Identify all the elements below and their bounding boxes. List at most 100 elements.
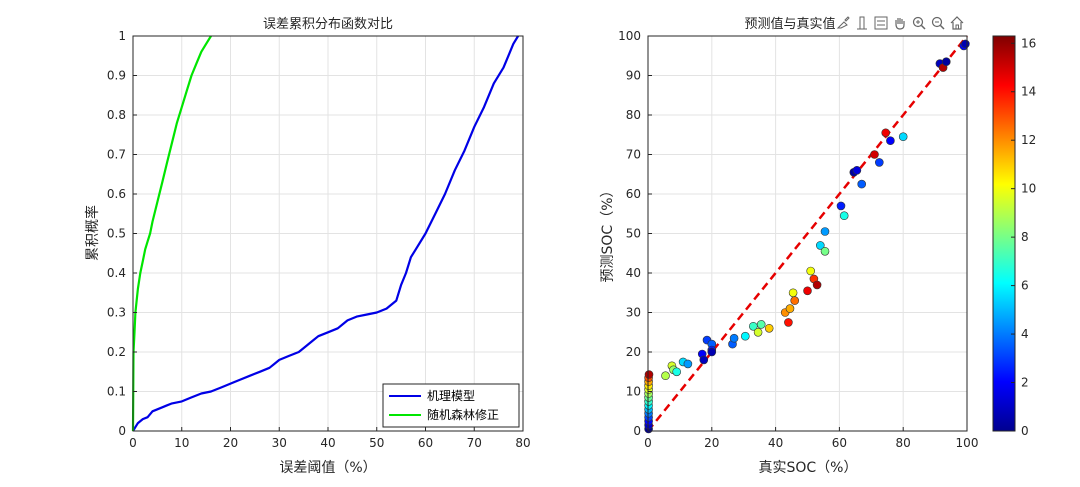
scatter-point (820, 227, 830, 236)
scatter-point (644, 370, 654, 379)
cdf-y-tick-label: 0.6 (107, 187, 126, 201)
reference-diagonal-line (647, 35, 968, 432)
colorbar-tick-label: 2 (1021, 376, 1029, 390)
cdf-x-tick-label: 20 (223, 436, 238, 450)
scatter-y-tick-label: 100 (618, 29, 641, 43)
scatter-point (753, 327, 763, 337)
cdf-legend-box (382, 383, 520, 428)
cdf-y-tick-label: 0.1 (107, 385, 126, 399)
scatter-point (820, 247, 830, 256)
scatter-point (699, 355, 709, 365)
scatter-point (785, 304, 795, 313)
scatter-point (740, 331, 750, 341)
legend-label-mechanism: 机理模型 (427, 389, 475, 403)
scatter-ticks: 0 20 40 60 80 100 0 10 20 30 40 50 60 70 80 90 100 (618, 29, 978, 450)
scatter-point (815, 241, 825, 250)
cdf-y-tick-label: 0.7 (107, 148, 126, 162)
scatter-y-tick-label: 10 (626, 385, 641, 399)
cdf-ticks: 0 10 20 30 40 50 60 70 80 0 0.1 0.2 0.3 0.4 0.5 0.6 0.7 0… (107, 29, 531, 450)
scatter-y-tick-label: 90 (626, 69, 641, 83)
colorbar[interactable]: 0 2 4 6 8 10 12 14 16 (992, 35, 1036, 438)
scatter-plot: 0 20 40 60 80 100 0 10 20 30 40 50 60 70 80 90 100 预测值与真… (600, 16, 978, 476)
scatter-point (803, 286, 812, 296)
cdf-series-line-rf (131, 35, 212, 432)
axes-toolbar (836, 16, 964, 30)
cdf-y-tick-label: 0.3 (107, 306, 126, 320)
cdf-y-tick-label: 0.2 (107, 345, 126, 359)
colorbar-tick-label: 12 (1021, 133, 1036, 147)
scatter-point (748, 321, 758, 331)
scatter-point (941, 57, 951, 67)
colorbar-tick-label: 10 (1021, 182, 1036, 196)
scatter-point (661, 371, 670, 381)
scatter-y-tick-label: 80 (626, 108, 641, 122)
cdf-y-tick-label: 0.4 (107, 266, 126, 280)
scatter-point (898, 132, 908, 141)
colorbar-tick-label: 16 (1021, 36, 1036, 50)
scatter-title: 预测值与真实值 (744, 16, 835, 32)
scatter-x-tick-label: 80 (896, 436, 911, 450)
scatter-points (644, 39, 970, 434)
legend-label-rf: 随机森林修正 (427, 407, 499, 422)
scatter-x-tick-label: 100 (956, 436, 979, 450)
cdf-y-tick-label: 0.5 (107, 227, 126, 241)
scatter-y-tick-label: 70 (626, 148, 641, 162)
scatter-point (672, 367, 682, 377)
scatter-point (836, 201, 846, 211)
scatter-point (870, 150, 879, 159)
scatter-y-tick-label: 20 (626, 345, 641, 359)
scatter-point (683, 359, 693, 369)
cdf-x-tick-label: 0 (129, 436, 137, 450)
scatter-y-tick-label: 0 (633, 424, 641, 438)
home-icon[interactable] (950, 16, 964, 30)
scatter-point (788, 288, 798, 298)
scatter-x-tick-label: 0 (644, 436, 652, 450)
cdf-legend[interactable]: 机理模型 随机森林修正 (382, 383, 520, 428)
cdf-x-tick-label: 30 (272, 436, 287, 450)
scatter-point (790, 296, 800, 305)
colorbar-tick-label: 4 (1021, 327, 1029, 341)
insert-legend-icon[interactable] (874, 16, 888, 30)
colorbar-gradient (992, 35, 1016, 432)
cdf-y-tick-label: 0.8 (107, 108, 126, 122)
cdf-y-axis-label: 累积概率 (84, 205, 101, 261)
scatter-y-tick-label: 30 (626, 306, 641, 320)
cdf-x-tick-label: 80 (515, 436, 530, 450)
scatter-point (881, 128, 891, 138)
cdf-y-tick-label: 0.9 (107, 69, 126, 83)
scatter-y-tick-label: 50 (626, 227, 641, 241)
scatter-x-tick-label: 40 (768, 436, 783, 450)
colorbar-tick-label: 8 (1021, 230, 1029, 244)
brush-icon[interactable] (836, 16, 850, 30)
scatter-point (707, 347, 717, 357)
cdf-y-tick-label: 0 (118, 424, 126, 438)
cdf-x-tick-label: 50 (369, 436, 384, 450)
scatter-point (784, 318, 793, 327)
insert-colorbar-icon[interactable] (855, 16, 869, 30)
zoom-out-icon[interactable] (931, 16, 945, 30)
cdf-x-tick-label: 70 (467, 436, 482, 450)
scatter-x-tick-label: 20 (704, 436, 719, 450)
scatter-point (886, 136, 895, 145)
pan-hand-icon[interactable] (895, 18, 905, 30)
colorbar-ticks: 0 2 4 6 8 10 12 14 16 (1011, 36, 1036, 438)
colorbar-tick-label: 6 (1021, 279, 1029, 293)
scatter-point (852, 166, 862, 175)
scatter-y-tick-label: 60 (626, 187, 641, 201)
scatter-y-tick-label: 40 (626, 266, 641, 280)
colorbar-tick-label: 0 (1021, 424, 1029, 438)
scatter-x-tick-label: 60 (832, 436, 847, 450)
zoom-in-icon[interactable] (912, 16, 926, 30)
scatter-point (729, 333, 739, 343)
scatter-point (806, 266, 816, 276)
scatter-point (961, 39, 970, 49)
scatter-point (874, 158, 884, 167)
cdf-x-tick-label: 60 (418, 436, 433, 450)
cdf-plot: 0 10 20 30 40 50 60 70 80 0 0.1 0.2 0.3 0.4 0.5 0.6 0.7 0… (84, 17, 531, 476)
scatter-point (764, 323, 774, 333)
scatter-point (756, 320, 766, 329)
cdf-series-line-mechanism (132, 35, 520, 432)
scatter-y-axis-label: 预测SOC（%） (600, 184, 616, 283)
scatter-point (857, 179, 867, 189)
